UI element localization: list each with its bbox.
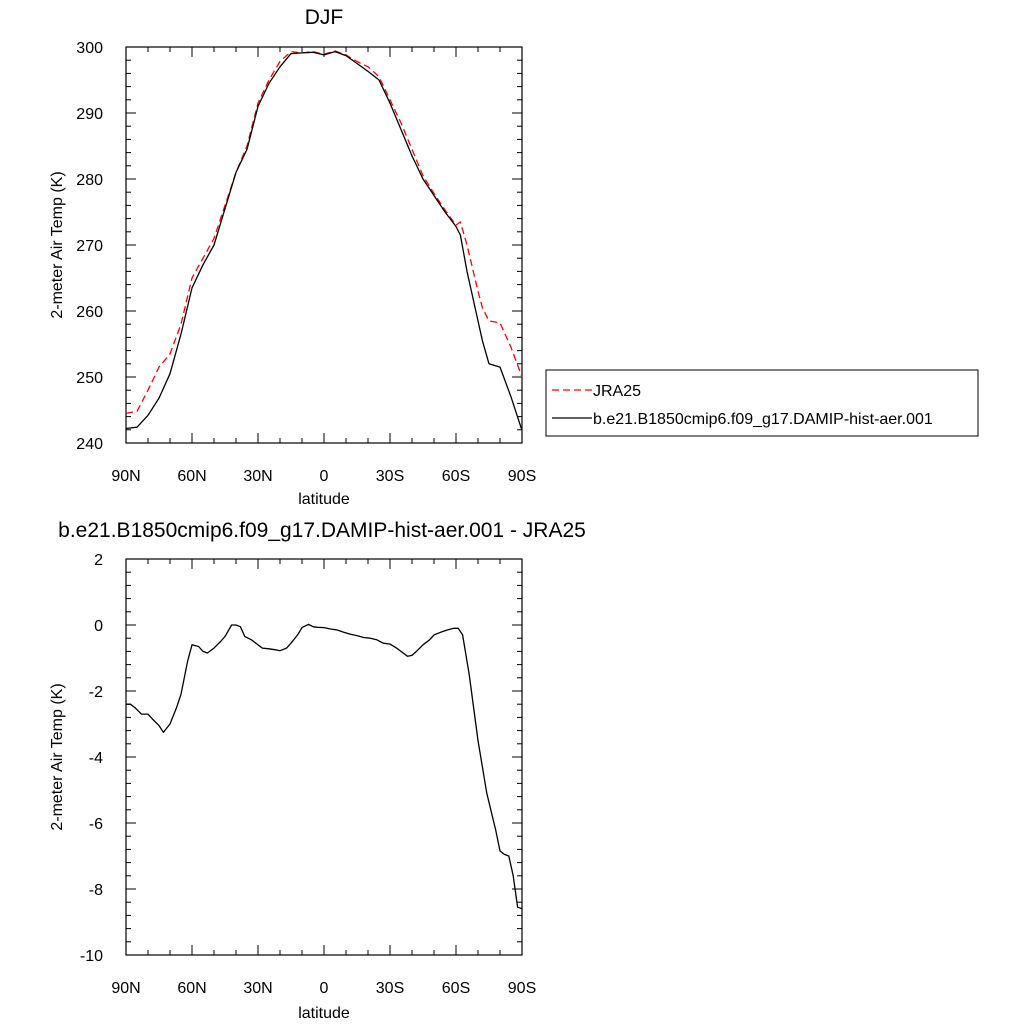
- y-tick-label: 260: [76, 304, 103, 321]
- x-tick-label: 0: [320, 468, 329, 485]
- legend-label: JRA25: [593, 383, 641, 400]
- chart-title: b.e21.B1850cmip6.f09_g17.DAMIP-hist-aer.…: [58, 519, 586, 542]
- x-tick-label: 90S: [508, 980, 536, 997]
- y-tick-label: 280: [76, 172, 103, 189]
- x-tick-label: 30N: [243, 468, 272, 485]
- legend-box: [545, 369, 979, 437]
- series-line-b-e21-b1850cmip6-f09-g17-damip-hist-aer-001: [125, 50, 523, 431]
- y-tick-label: 2: [94, 552, 103, 569]
- y-tick-label: -2: [89, 684, 103, 701]
- y-axis-label: 2-meter Air Temp (K): [49, 171, 66, 318]
- legend-label: b.e21.B1850cmip6.f09_g17.DAMIP-hist-aer.…: [593, 411, 933, 428]
- y-tick-label: 240: [76, 436, 103, 453]
- x-tick-label: 30S: [376, 468, 404, 485]
- x-tick-label: 0: [320, 980, 329, 997]
- x-axis-label: latitude: [298, 491, 350, 508]
- difference-line: [126, 623, 523, 910]
- x-tick-label: 60N: [177, 980, 206, 997]
- y-tick-label: 0: [94, 618, 103, 635]
- y-tick-label: 250: [76, 370, 103, 387]
- y-tick-label: 290: [76, 106, 103, 123]
- y-tick-label: -10: [80, 948, 103, 965]
- x-axis-label: latitude: [298, 1005, 350, 1022]
- y-axis-label: 2-meter Air Temp (K): [49, 683, 66, 830]
- y-tick-label: -6: [89, 816, 103, 833]
- x-tick-label: 90N: [111, 468, 140, 485]
- x-tick-label: 90N: [111, 980, 140, 997]
- series-line-jra25: [125, 50, 523, 414]
- x-tick-label: 90S: [508, 468, 536, 485]
- x-tick-label: 30N: [243, 980, 272, 997]
- x-tick-label: 60N: [177, 468, 206, 485]
- y-tick-label: 270: [76, 238, 103, 255]
- x-tick-label: 60S: [442, 468, 470, 485]
- y-tick-label: -4: [89, 750, 103, 767]
- x-tick-label: 60S: [442, 980, 470, 997]
- chart-title: DJF: [305, 6, 344, 29]
- plot-frame: [125, 558, 523, 956]
- y-tick-label: 300: [76, 40, 103, 57]
- y-tick-label: -8: [89, 882, 103, 899]
- x-tick-label: 30S: [376, 980, 404, 997]
